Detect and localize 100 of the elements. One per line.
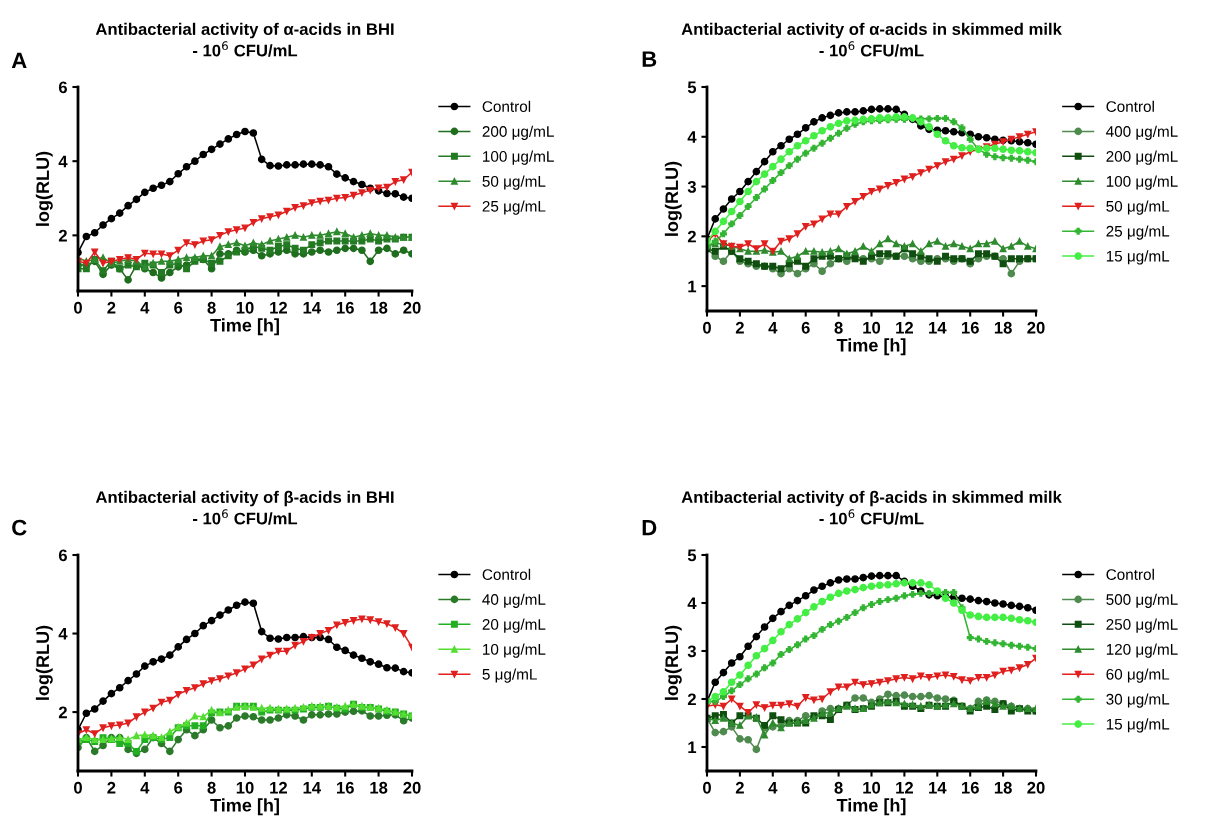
- legend-label: 25 μg/mL: [482, 200, 546, 215]
- x-tick-label: 2: [735, 781, 744, 794]
- legend-label: 200 μg/mL: [482, 125, 554, 140]
- x-tick-label: 18: [370, 301, 388, 314]
- chart-title: Antibacterial activity of α-acids in skimmed milk - 10$^{6}$ CFU/mL: [681, 22, 1062, 57]
- y-tick-label: 5: [687, 81, 697, 94]
- x-tick-label: 14: [303, 302, 321, 314]
- x-tick-label: 16: [336, 301, 354, 314]
- x-tick-label: 6: [174, 781, 183, 794]
- x-tick-label: 14: [929, 782, 947, 794]
- legend-label: 100 μg/mL: [483, 150, 554, 165]
- x-axis-title: Time [h]: [210, 318, 279, 336]
- y-tick-label: 4: [58, 628, 68, 640]
- legend-label: 500 μg/mL: [1106, 593, 1178, 608]
- y-tick-label: 1: [688, 741, 697, 754]
- x-tick-label: 12: [896, 781, 913, 794]
- y-tick-label: 6: [58, 549, 67, 562]
- legend-label: 30 μg/mL: [1106, 693, 1170, 708]
- x-tick-label: 8: [207, 301, 216, 314]
- legend-label: Control: [1106, 100, 1154, 112]
- x-tick-label: 16: [336, 781, 354, 794]
- x-tick-label: 4: [140, 782, 150, 794]
- y-tick-label: 2: [687, 693, 696, 706]
- legend-label: 250 μg/mL: [1106, 618, 1178, 633]
- x-tick-label: 0: [703, 321, 711, 334]
- x-tick-label: 6: [801, 321, 810, 334]
- y-tick-label: 4: [58, 155, 68, 168]
- text: A: [11, 52, 27, 69]
- x-tick-label: 2: [735, 321, 744, 334]
- legend-label: 100 μg/mL: [1106, 175, 1178, 190]
- legend-label: 400 μg/mL: [1106, 125, 1178, 140]
- y-tick-label: 2: [58, 706, 67, 719]
- x-tick-label: 2: [107, 781, 116, 794]
- y-tick-label: 4: [687, 131, 697, 143]
- legend-label: 120 μg/mL: [1106, 643, 1178, 658]
- x-axis-title: Time [h]: [836, 338, 906, 356]
- x-tick-label: 18: [994, 321, 1012, 334]
- legend-label: 25 μg/mL: [1106, 225, 1170, 240]
- text: C: [12, 519, 27, 536]
- x-tick-label: 16: [961, 321, 979, 334]
- y-tick-label: 3: [687, 180, 696, 193]
- legend-label: 60 μg/mL: [1106, 668, 1170, 683]
- chart-title: Antibacterial activity of β-acids in skimmed milk - 10$^{6}$ CFU/mL: [681, 490, 1062, 525]
- x-tick-label: 10: [236, 301, 254, 314]
- x-tick-label: 10: [236, 781, 254, 794]
- x-tick-label: 0: [74, 781, 82, 794]
- x-tick-label: 8: [834, 781, 843, 794]
- x-tick-label: 20: [1027, 321, 1045, 334]
- legend-label: Control: [482, 568, 531, 580]
- x-tick-label: 20: [403, 781, 421, 794]
- x-tick-label: 14: [303, 782, 321, 794]
- x-tick-label: 0: [703, 781, 711, 794]
- y-tick-label: 4: [687, 597, 697, 610]
- y-axis-title: log(RLU): [35, 151, 53, 226]
- x-axis-title: Time [h]: [210, 798, 279, 816]
- x-tick-label: 4: [140, 302, 150, 314]
- x-tick-label: 12: [270, 301, 287, 314]
- legend-label: 50 μg/mL: [482, 175, 546, 190]
- text: B: [642, 51, 657, 67]
- y-tick-label: 5: [687, 549, 697, 562]
- x-tick-label: 6: [174, 301, 183, 314]
- legend-label: 15 μg/mL: [1106, 250, 1170, 265]
- x-tick-label: 8: [834, 321, 843, 334]
- x-tick-label: 10: [863, 321, 881, 334]
- chart-title: Antibacterial activity of β-acids in BHI - 10$^{6}$ CFU/mL: [95, 490, 394, 525]
- legend-label: 10 μg/mL: [483, 643, 546, 658]
- legend-label: 40 μg/mL: [482, 593, 546, 608]
- text: D: [642, 519, 657, 536]
- x-tick-label: 4: [768, 322, 778, 334]
- x-tick-label: 18: [370, 781, 388, 794]
- legend-label: Control: [482, 100, 531, 112]
- legend-label: 15 μg/mL: [1106, 718, 1170, 733]
- x-tick-label: 10: [863, 781, 881, 794]
- x-tick-label: 12: [896, 321, 913, 334]
- y-tick-label: 3: [687, 645, 696, 658]
- legend-label: Control: [1106, 568, 1154, 580]
- x-tick-label: 14: [929, 322, 947, 334]
- x-tick-label: 20: [403, 301, 421, 314]
- x-tick-label: 4: [768, 782, 778, 794]
- y-axis-title: log(RLU): [664, 161, 682, 236]
- x-tick-label: 16: [961, 781, 979, 794]
- x-tick-label: 2: [107, 301, 116, 314]
- y-tick-label: 1: [688, 280, 697, 293]
- y-tick-label: 6: [58, 81, 67, 94]
- x-axis-title: Time [h]: [836, 798, 906, 816]
- x-tick-label: 0: [74, 301, 82, 314]
- chart-title: Antibacterial activity of α-acids in BHI - 10$^{6}$ CFU/mL: [95, 22, 394, 57]
- legend-label: 20 μg/mL: [482, 618, 546, 633]
- x-tick-label: 6: [801, 781, 810, 794]
- x-tick-label: 8: [207, 781, 216, 794]
- legend-label: 5 μg/mL: [482, 668, 537, 683]
- y-tick-label: 2: [687, 230, 696, 243]
- legend-label: 50 μg/mL: [1106, 200, 1170, 215]
- y-tick-label: 2: [58, 229, 67, 242]
- y-axis-title: log(RLU): [664, 625, 682, 700]
- x-tick-label: 20: [1027, 781, 1045, 794]
- x-tick-label: 12: [270, 781, 287, 794]
- y-axis-title: log(RLU): [35, 625, 53, 700]
- legend-label: 200 μg/mL: [1106, 150, 1178, 165]
- x-tick-label: 18: [994, 781, 1012, 794]
